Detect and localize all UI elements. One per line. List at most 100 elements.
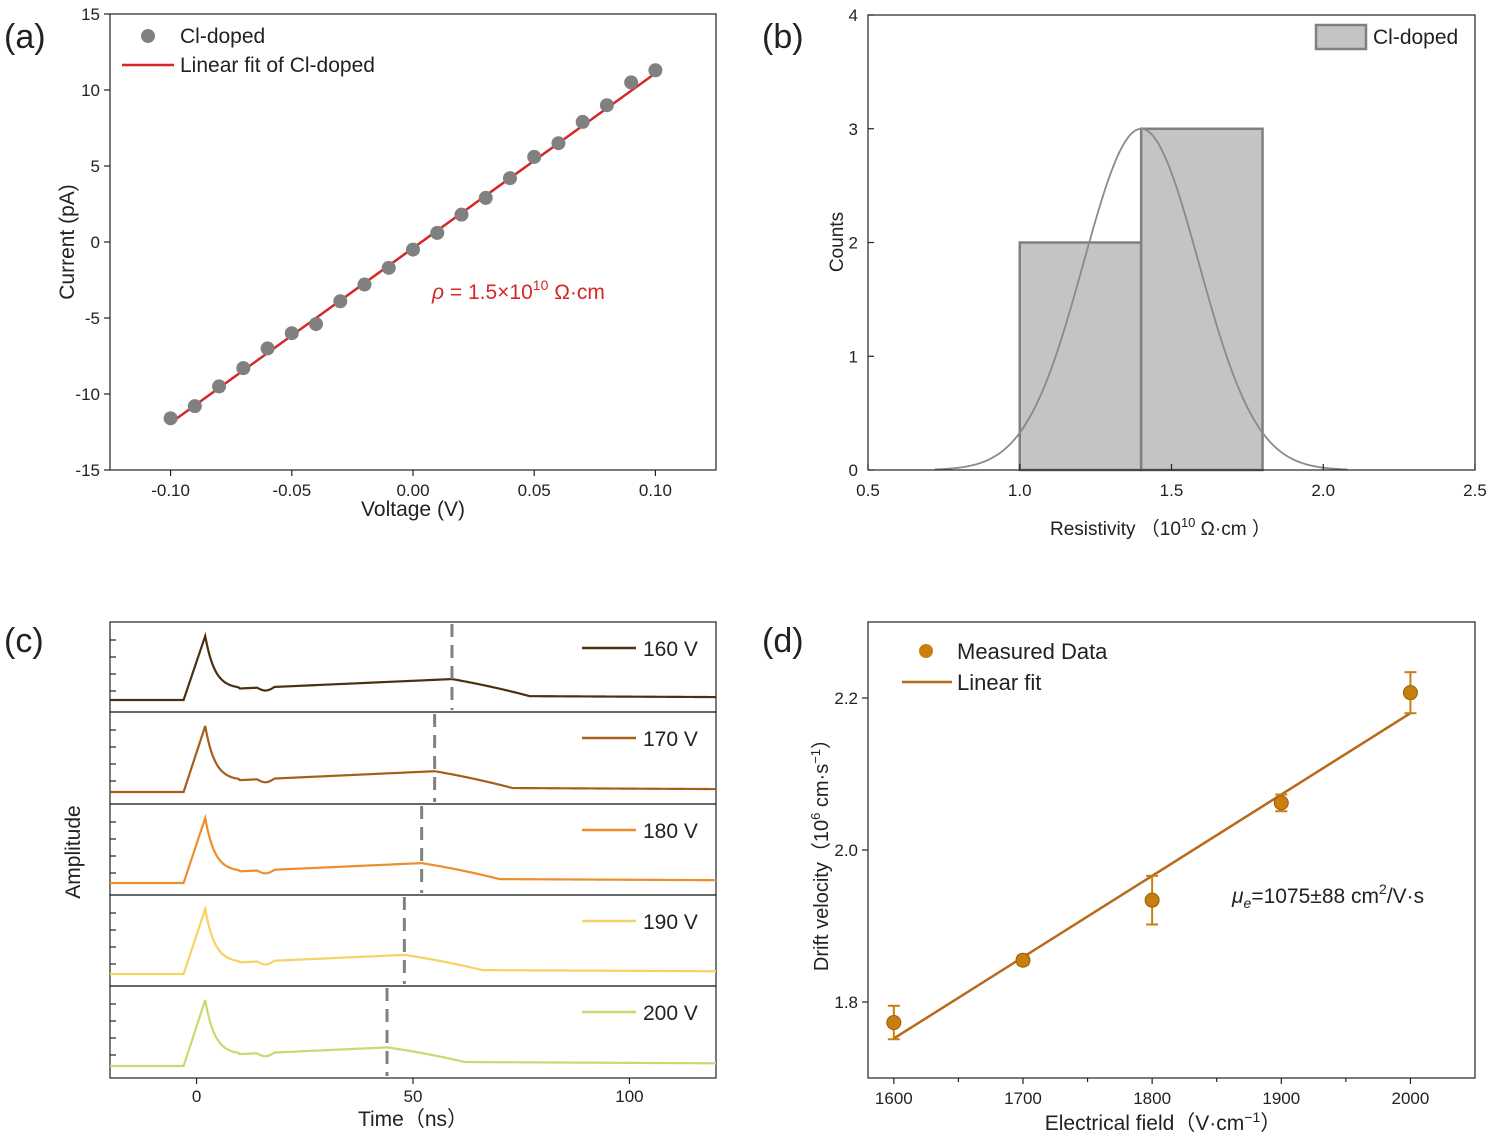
panel-c-chart: (c) 160 V 170 V 180 V 190 V 200 V 0 50 100 Tim… [4,621,717,1131]
panel-d-chart: (d) 1600 1700 1800 1900 2000 1.8 2.0 2.2 Measur… [762,621,1476,1135]
panel-c-x-axis-title: Time（ns） [358,1108,468,1131]
panel-a-data-point [406,242,420,257]
panel-a-x-tick-label: 0.10 [639,481,672,500]
panel-d-y-tick-label: 1.8 [834,993,858,1012]
panel-c-trace [110,999,717,1068]
panel-a-data-point [309,317,324,332]
panel-b-y-tick-label: 2 [849,234,858,253]
panel-a-x-axis-title: Voltage (V) [361,498,465,521]
panel-a-y-tick-label: -5 [85,309,100,328]
panel-a-y-tick-label: 15 [81,5,100,24]
panel-d-data-point [1015,952,1031,968]
panel-c-trace [110,813,716,885]
panel-c-subplot-frame [109,894,717,987]
panel-b-x-axis-title: Resistivity （1010 Ω·cm ） [1050,515,1271,540]
panel-a-data-point [357,277,372,292]
panel-a-data-point [599,98,614,113]
panel-c-subplot-frame [109,711,717,805]
panel-a-data-point [284,326,299,341]
panel-c-label: (c) [4,622,44,660]
panel-b-y-axis-title: Counts [827,212,848,272]
panel-c-legend-label: 190 V [643,911,698,934]
panel-c-subplot-frame [109,985,717,1079]
panel-b-legend-swatch [1314,23,1368,51]
panel-a-data-point [575,114,590,129]
panel-c-subplot-frame [109,621,717,713]
panel-c-trace [110,631,717,702]
panel-a-x-tick-label: -0.10 [151,481,190,500]
panel-c-legend-label: 160 V [643,638,698,661]
panel-d-y-tick-label: 2.2 [834,689,858,708]
panel-b-legend-label: Cl-doped [1373,26,1458,49]
panel-b-x-tick-label: 2.0 [1311,481,1335,500]
panel-b-y-tick-label: 0 [849,461,858,480]
panel-d-y-axis-title: Drift velocity（106 cm·s−1） [808,729,833,971]
panel-d-x-tick-label: 1900 [1262,1089,1300,1108]
panel-b-x-tick-label: 1.0 [1008,481,1032,500]
panel-c-x-tick-label: 0 [192,1087,201,1106]
panel-d-x-axis-title: Electrical field（V·cm−1） [1045,1109,1282,1135]
panel-a-data-point [648,63,663,78]
panel-d-label: (d) [762,622,804,660]
panel-c-trace [110,725,716,794]
panel-a-y-axis-title: Current (pA) [56,184,79,300]
panel-a-chart: (a) -0.10 -0.05 0.00 0.05 0.10 -15 -10 -5 0 5 10 15… [4,5,717,521]
panel-d-y-tick-label: 2.0 [834,841,858,860]
panel-d-x-tick-label: 1600 [875,1089,913,1108]
panel-b-chart: (b) 0.5 1.0 1.5 2.0 2.5 0 1 2 3 4 Cl-doped Resist… [762,6,1487,540]
panel-c-legend-label: 170 V [643,728,698,751]
panel-b-y-tick-label: 3 [849,120,858,139]
panel-a-data-point [502,171,517,186]
panel-b-x-tick-label: 2.5 [1463,481,1487,500]
panel-a-x-tick-label: -0.05 [272,481,311,500]
panel-a-legend-label-data: Cl-doped [180,25,265,48]
panel-a-data-point [551,136,566,151]
panel-a-data-point [187,399,202,414]
panel-a-data-point [381,260,396,275]
panel-b-y-tick-label: 1 [849,347,858,366]
panel-a-data-point [624,75,639,90]
panel-a-data-point [527,149,542,164]
panel-a-data-point [478,190,493,205]
panel-a-data-point [260,341,275,356]
panel-d-data-point [1273,795,1289,811]
panel-c-trace [110,904,717,976]
panel-a-data-point [212,379,227,394]
panel-b-gaussian-fit [934,127,1348,471]
panel-a-legend-marker [141,29,155,43]
panel-b-y-tick-label: 4 [849,6,858,25]
panel-a-y-tick-label: -15 [75,461,100,480]
panel-d-data-point [1144,892,1160,908]
panel-b-histogram-bar [1139,127,1264,472]
panel-c-legend-label: 200 V [643,1002,698,1025]
panel-a-label: (a) [4,18,46,56]
panel-a-data-point [163,411,178,426]
panel-d-x-tick-label: 2000 [1392,1089,1430,1108]
panel-b-histogram-bar [1018,241,1143,472]
panel-c-y-axis-title: Amplitude [62,805,85,898]
panel-a-y-tick-label: 0 [91,233,100,252]
panel-c-subplot-frame [109,803,717,896]
panel-d-annotation: μe=1075±88 cm2/V·s [1231,881,1424,911]
panel-b-label: (b) [762,18,804,56]
panel-a-data-point [236,361,251,376]
panel-d-data-point [886,1015,902,1031]
panel-d-data-point [1402,685,1418,701]
panel-a-data-point [430,225,445,240]
panel-b-x-tick-label: 1.5 [1160,481,1184,500]
panel-d-legend-label-fit: Linear fit [957,670,1041,695]
panel-b-x-tick-label: 0.5 [856,481,880,500]
panel-a-data-point [333,294,348,309]
panel-a-x-tick-label: 0.00 [396,481,429,500]
panel-d-legend-label-data: Measured Data [957,639,1108,664]
panel-a-x-tick-label: 0.05 [518,481,551,500]
panel-c-legend-label: 180 V [643,820,698,843]
panel-c-x-tick-label: 100 [615,1087,643,1106]
panel-a-annotation: ρ = 1.5×1010 Ω·cm [431,277,605,304]
panel-d-x-tick-label: 1800 [1133,1089,1171,1108]
panel-c-x-tick-label: 50 [404,1087,423,1106]
panel-a-y-tick-label: 5 [91,157,100,176]
panel-d-x-tick-label: 1700 [1004,1089,1042,1108]
panel-a-data-point [454,207,469,222]
panel-a-y-tick-label: -10 [75,385,100,404]
